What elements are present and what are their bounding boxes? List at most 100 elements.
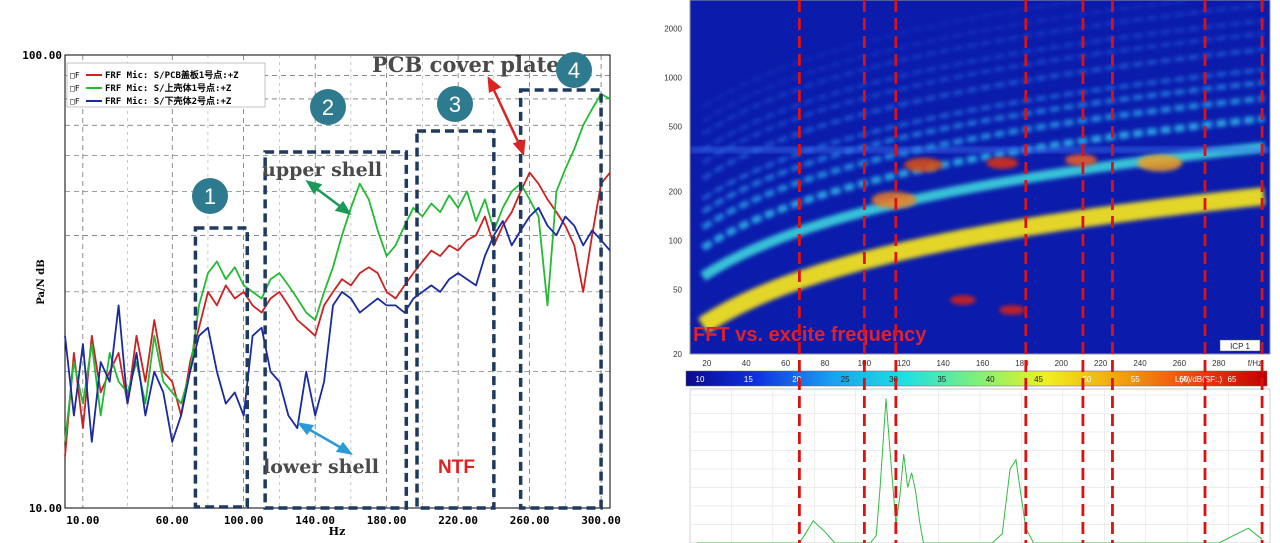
colorbar-tick-label: 20: [792, 375, 801, 384]
harmonic-band-order-12: [702, 19, 1265, 152]
spectrogram-x-tick-label: 260: [1173, 359, 1187, 368]
spectrogram-horizontal-band: [690, 146, 1270, 153]
region-marker-4: 4: [556, 52, 592, 88]
spectrogram-x-tick-label: 200: [1055, 359, 1069, 368]
frf-region-box-1: [193, 226, 250, 509]
spectrogram-x-tick-label: 220: [1094, 359, 1108, 368]
spectrogram-x-tick-label: 80: [821, 359, 830, 368]
annotation-lower-shell: lower shell: [263, 456, 379, 478]
frf-x-tick-label: 60.00: [156, 514, 189, 527]
colorbar-tick-label: 50: [1082, 375, 1091, 384]
frf-x-tick-label: 260.00: [510, 514, 550, 527]
spectrogram-x-tick-label: 180: [1015, 359, 1029, 368]
spectrogram-hotspot: [904, 157, 943, 173]
colorbar-tick-label: 30: [889, 375, 898, 384]
harmonic-band-order-10: [702, 32, 1265, 165]
harmonic-band-order-5: [701, 80, 1265, 215]
frf-x-axis-label: Hz: [329, 525, 346, 538]
frf-series-line-1: [64, 171, 611, 457]
excite-frequency-markers: [797, 0, 1264, 543]
frf-legend: □F FRF Mic: S/PCB盖板1号点:+Z □F FRF Mic: S/上壳体…: [66, 62, 266, 108]
order-plot-series: [697, 398, 1263, 543]
svg-text:3: 3: [449, 92, 461, 117]
frf-region-box-3: [415, 129, 496, 510]
spectrogram-y-tick-label: 1000: [664, 74, 682, 83]
frf-x-tick-label: 100.00: [224, 514, 264, 527]
channel-badge: ICP 1: [1219, 339, 1261, 352]
arrow-pcb-cover: [487, 76, 526, 157]
colorbar-tick-label: 60: [1179, 375, 1188, 384]
frf-x-tick-label: 300.00: [581, 514, 621, 527]
harmonic-band-order-8: [701, 47, 1265, 181]
frf-x-tick-label: 180.00: [367, 514, 407, 527]
spectrogram-y-tick-label: 200: [669, 187, 683, 196]
spectrogram-x-tick-label: 140: [936, 359, 950, 368]
arrow-lower-shell: [297, 422, 353, 455]
spectrogram-hotspot: [999, 305, 1025, 315]
colorbar-tick-label: 35: [937, 375, 946, 384]
spectrogram-y-tick-label: 500: [669, 123, 683, 132]
annotation-pcb-cover: PCB cover plate: [372, 52, 560, 77]
spectrogram-y-tick-label: 50: [673, 285, 682, 294]
frf-legend-box: [66, 62, 266, 108]
harmonic-band-order-22: [702, 0, 1082, 109]
colorbar: [685, 370, 1268, 387]
frf-x-tick-label: 220.00: [438, 514, 478, 527]
spectrogram-y-tick-labels: 20 50 100 200 500 1000 2000: [664, 25, 682, 359]
frf-x-tick-labels: 10.00 60.00 100.00 140.00 180.00 220.00 260.00…: [66, 514, 621, 527]
region-marker-3: 3: [437, 86, 473, 122]
spectrogram-x-tick-label: 60: [781, 359, 790, 368]
spectrogram-hotspot: [871, 191, 917, 209]
harmonic-band-order-4: [701, 95, 1265, 231]
annotation-ntf: NTF: [438, 457, 475, 478]
frf-region-box-4: [518, 88, 603, 510]
region-marker-2: 2: [310, 89, 346, 125]
colorbar-tick-label: 55: [1131, 375, 1140, 384]
spectrogram-x-tick-label: 40: [742, 359, 751, 368]
frf-chart: 10.00 60.00 100.00 140.00 180.00 220.00 260.00…: [22, 49, 621, 538]
colorbar-label: L(A)/dB(SF:.): [1175, 375, 1222, 384]
frf-y-axis-label: Pa/N dB: [36, 259, 47, 304]
spectrogram-bg-tone: [690, 0, 1270, 354]
harmonic-band-order-3: [701, 115, 1265, 251]
colorbar-tick-labels: 10 15 20 25 30 35 40 45 50 55 60 65: [696, 375, 1237, 384]
annotation-upper-shell: upper shell: [262, 159, 382, 181]
spectrogram-title: FFT vs. excite frequency: [693, 324, 927, 346]
colorbar-tick-label: 25: [841, 375, 850, 384]
frf-plot-area: [64, 54, 611, 509]
spectrogram-x-axis-label: f/Hz: [1248, 359, 1262, 368]
order-plot-gridlines: [689, 389, 1271, 543]
frf-x-tick-label: 10.00: [66, 514, 99, 527]
frf-legend-entry: FRF Mic: S/PCB盖板1号点:+Z: [105, 69, 239, 81]
harmonic-band-order-15: [702, 3, 1265, 136]
region-marker-1: 1: [192, 178, 228, 214]
harmonic-band-order-1: [698, 187, 1266, 334]
spectrogram-x-tick-label: 160: [976, 359, 990, 368]
svg-text:4: 4: [568, 58, 580, 83]
spectrogram-x-tick-label: 280: [1212, 359, 1226, 368]
colorbar-tick-label: 65: [1228, 375, 1237, 384]
svg-text:ICP 1: ICP 1: [1230, 342, 1250, 351]
frf-legend-marker: □F: [70, 84, 80, 93]
colorbar-tick-label: 15: [744, 375, 753, 384]
colorbar-tick-label: 45: [1034, 375, 1043, 384]
frf-y-tick-label: 100.00: [22, 49, 62, 62]
frf-legend-entry: FRF Mic: S/上壳体1号点:+Z: [105, 82, 232, 94]
frf-legend-marker: □F: [70, 71, 80, 80]
frf-x-tick-label: 140.00: [295, 514, 335, 527]
spectrogram-x-tick-label: 240: [1133, 359, 1147, 368]
spectrogram-y-tick-label: 2000: [664, 25, 682, 34]
frf-y-tick-label: 10.00: [29, 502, 62, 515]
harmonic-band-order-18: [702, 0, 1188, 123]
spectrogram-x-tick-label: 120: [897, 359, 911, 368]
colorbar-tick-label: 40: [986, 375, 995, 384]
spectrogram-hotspot: [986, 157, 1019, 169]
arrow-upper-shell: [305, 180, 352, 215]
order-series-line-1: [697, 398, 1263, 543]
spectrogram-y-tick-label: 100: [669, 236, 683, 245]
frf-region-box-2: [263, 150, 409, 510]
frf-legend-marker: □F: [70, 97, 80, 106]
spectrogram-hotspot: [950, 295, 976, 305]
spectrogram: 20 50 100 200 500 1000 2000 20 40 60 80 100 120 140 1…: [664, 0, 1271, 543]
